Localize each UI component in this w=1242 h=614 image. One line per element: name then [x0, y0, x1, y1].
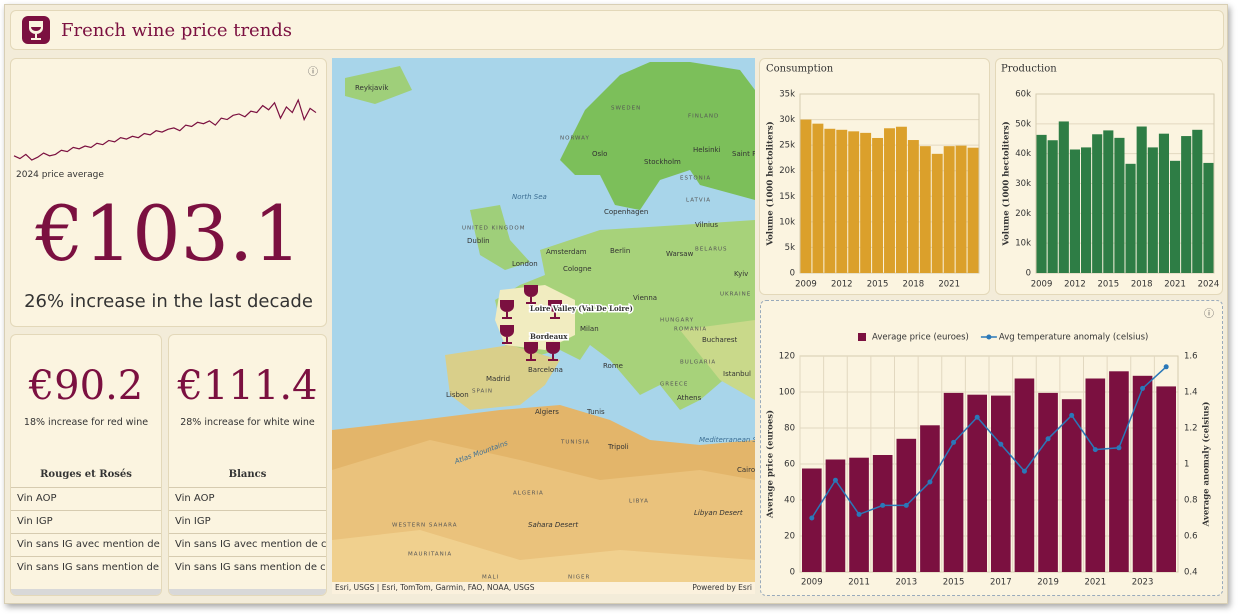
map-label: UNITED KINGDOM: [462, 226, 526, 232]
map-label: Tunis: [586, 408, 605, 416]
map-label: HUNGARY: [660, 318, 694, 324]
scrollbar[interactable]: [11, 589, 161, 595]
region-label[interactable]: Bordeaux: [529, 331, 570, 343]
red-panel: €90.2 18% increase for red wine Rouges e…: [10, 334, 162, 596]
scrollbar[interactable]: [169, 589, 326, 595]
map-label: LIBYA: [629, 499, 649, 505]
map-label: Milan: [580, 325, 599, 333]
map-label: Warsaw: [666, 250, 694, 258]
map-label: Cairo: [737, 466, 755, 474]
land: [445, 345, 560, 410]
land: [332, 530, 755, 594]
map-label: Vilnius: [695, 221, 718, 229]
map-label: Bucharest: [702, 336, 737, 344]
list: Vin AOP Vin IGP Vin sans IG avec mention…: [169, 487, 326, 579]
map-label: MAURITANIA: [408, 552, 452, 558]
map-label: NIGER: [568, 575, 590, 581]
map-label: Helsinki: [693, 146, 721, 154]
white-panel: €111.4 28% increase for white wine Blanc…: [168, 334, 327, 596]
map-label: Sahara Desert: [528, 521, 578, 529]
map-label: North Sea: [512, 193, 547, 201]
land: [345, 66, 412, 104]
list-item[interactable]: Vin AOP: [11, 487, 161, 510]
map-label: Tripoli: [607, 443, 629, 451]
map-label: Cologne: [563, 265, 592, 273]
map-label: Lisbon: [446, 391, 469, 399]
map-label: Libyan Desert: [694, 509, 743, 517]
info-icon[interactable]: ⓘ: [1204, 309, 1214, 320]
map-label: ROMANIA: [674, 327, 707, 333]
price-average: €103.1: [35, 189, 302, 278]
map-label: GREECE: [660, 382, 688, 388]
list-item[interactable]: Vin sans IG sans mention de cépage: [11, 556, 161, 579]
land: [470, 205, 530, 270]
price-panel: ⓘ: [760, 300, 1223, 596]
list-item[interactable]: Vin IGP: [11, 510, 161, 533]
map-label: Oslo: [592, 150, 607, 158]
map-label: Reykjavík: [355, 84, 389, 92]
header: French wine price trends: [10, 10, 1224, 50]
white-change: 28% increase for white wine: [180, 417, 315, 428]
map-label: Kyiv: [734, 270, 748, 278]
map-label: London: [512, 260, 538, 268]
land: [560, 62, 755, 210]
production-panel: [995, 58, 1223, 295]
map-label: Berlin: [610, 247, 630, 255]
summary-panel: ⓘ 2024 price average €103.1 26% increase…: [10, 58, 327, 327]
sparkline-label: 2024 price average: [16, 170, 104, 180]
map-label: NORWAY: [560, 136, 590, 142]
wine-icon: [22, 16, 50, 44]
map-label: WESTERN SAHARA: [392, 523, 458, 529]
map-label: SWEDEN: [611, 106, 641, 112]
map-label: Rome: [603, 362, 623, 370]
price-change: 26% increase in the last decade: [24, 291, 313, 312]
map-label: TUNISIA: [560, 440, 590, 446]
map-label: ESTONIA: [680, 176, 711, 182]
map-label: BULGARIA: [680, 360, 716, 366]
list-item[interactable]: Vin sans IG avec mention de cépage: [11, 533, 161, 556]
attribution: Esri, USGS | Esri, TomTom, Garmin, FAO, …: [335, 583, 535, 592]
list-title: Rouges et Rosés: [40, 469, 132, 480]
map-label: Saint P: [732, 150, 755, 158]
consumption-panel: [759, 58, 990, 295]
map-label: BELARUS: [695, 247, 728, 253]
map-label: Algiers: [535, 408, 559, 416]
map-label: Dublin: [467, 237, 490, 245]
map-label: ALGERIA: [513, 491, 544, 497]
map-label: Amsterdam: [546, 248, 587, 256]
map-label: LATVIA: [686, 198, 711, 204]
map-label: Stockholm: [644, 158, 681, 166]
map-label: FINLAND: [688, 114, 719, 120]
land: [680, 320, 755, 400]
map-label: Copenhagen: [604, 208, 648, 216]
map-label: Barcelona: [528, 366, 563, 374]
wine-markers[interactable]: [500, 285, 562, 361]
list-item[interactable]: Vin sans IG sans mention de cépage: [169, 556, 326, 579]
red-change: 18% increase for red wine: [23, 417, 149, 428]
region-label[interactable]: Loire Valley (Val De Loire): [529, 303, 635, 315]
title: French wine price trends: [61, 20, 293, 41]
list-item[interactable]: Vin IGP: [169, 510, 326, 533]
list-title: Blancs: [228, 469, 267, 480]
map[interactable]: Reykjavík NORWAY SWEDEN FINLAND Oslo Sto…: [332, 58, 755, 594]
region-labels[interactable]: Loire Valley (Val De Loire) Bordeaux: [529, 303, 635, 343]
list-item[interactable]: Vin sans IG avec mention de cépage: [169, 533, 326, 556]
map-label: Istanbul: [723, 370, 751, 378]
map-label: Vienna: [633, 294, 657, 302]
attribution-bar: [332, 582, 755, 594]
powered-by: Powered by Esri: [692, 583, 752, 592]
map-label: Mediterranean Sea: [699, 436, 755, 444]
white-price: €111.4: [177, 363, 318, 409]
map-label: SPAIN: [472, 389, 493, 395]
list-item[interactable]: Vin AOP: [169, 487, 326, 510]
map-label: MALI: [482, 575, 499, 581]
list: Vin AOP Vin IGP Vin sans IG avec mention…: [11, 487, 161, 579]
map-label: Madrid: [486, 375, 510, 383]
map-label: Athens: [677, 394, 702, 402]
info-icon[interactable]: ⓘ: [308, 67, 318, 78]
red-price: €90.2: [28, 363, 144, 409]
land: [495, 220, 755, 410]
map-label: UKRAINE: [720, 292, 751, 298]
